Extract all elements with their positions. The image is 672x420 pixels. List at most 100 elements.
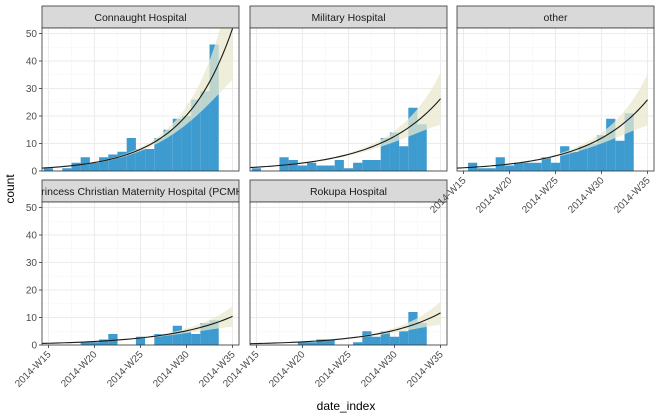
bar — [145, 149, 155, 171]
trend-line — [457, 99, 648, 169]
bar — [380, 331, 390, 345]
y-axes-layer: 0 10 20 30 40 50 0 10 20 30 40 50 — [26, 29, 42, 352]
bar — [389, 132, 400, 171]
bar — [297, 342, 308, 345]
bar — [172, 118, 182, 171]
bar — [325, 165, 335, 171]
bar — [89, 162, 100, 171]
bar — [307, 162, 317, 171]
trend-line — [42, 315, 233, 344]
y-axis: 0 10 20 30 40 50 — [26, 29, 42, 178]
bar — [477, 168, 487, 171]
bar — [43, 168, 54, 171]
bar — [172, 325, 182, 345]
bar — [353, 162, 363, 171]
bar — [587, 143, 597, 171]
facet-connaught-hospital: Connaught Hospital — [41, 5, 240, 172]
trend-line — [42, 28, 234, 169]
bar — [541, 157, 551, 171]
bar — [399, 331, 409, 345]
trend-line — [250, 312, 441, 345]
bar — [126, 138, 136, 171]
bar — [108, 334, 118, 345]
bar — [550, 162, 561, 171]
bar — [307, 342, 317, 345]
bar — [135, 149, 146, 171]
bar — [163, 334, 173, 345]
facet-princess-christian-maternity-hospital-pcmh: Princess Christian Maternity Hospital (P… — [34, 179, 246, 346]
y-tick-label: 30 — [26, 84, 38, 95]
bar — [417, 124, 427, 171]
y-tick-label: 50 — [26, 203, 38, 214]
y-tick-label: 30 — [26, 258, 38, 269]
bar — [297, 165, 308, 171]
y-axis-title: count — [3, 174, 17, 204]
bar — [71, 162, 81, 171]
bar — [578, 146, 588, 171]
facet-other: other — [456, 5, 655, 172]
bars — [80, 320, 219, 345]
trend-ribbon — [42, 28, 233, 169]
y-tick-label: 40 — [26, 231, 38, 242]
bar — [371, 160, 381, 171]
bar — [288, 160, 298, 171]
bar — [62, 168, 72, 171]
bars — [43, 44, 219, 171]
bar — [154, 334, 164, 345]
bar — [135, 336, 146, 345]
bar — [624, 113, 634, 171]
bar — [486, 168, 496, 171]
bar — [353, 342, 363, 345]
bar — [209, 320, 219, 345]
bar — [560, 146, 570, 171]
bar — [343, 168, 354, 171]
bar — [209, 44, 219, 171]
facet-title: Connaught Hospital — [94, 12, 186, 24]
bar — [163, 129, 173, 171]
bar — [89, 342, 100, 345]
bar — [316, 339, 326, 345]
bar — [181, 331, 192, 345]
y-tick-label: 50 — [26, 29, 38, 40]
panel-border — [249, 27, 448, 172]
y-tick-label: 40 — [26, 57, 38, 68]
y-tick-label: 20 — [26, 286, 38, 297]
bar — [417, 323, 427, 345]
bar — [362, 331, 372, 345]
bars — [251, 107, 427, 171]
bar — [389, 336, 400, 345]
facet-title: other — [544, 12, 568, 24]
facet-title: Military Hospital — [311, 12, 385, 24]
bar — [154, 138, 164, 171]
bar — [108, 154, 118, 171]
y-tick-label: 10 — [26, 139, 38, 150]
bar — [495, 157, 505, 171]
facet-title: Rokupa Hospital — [310, 186, 387, 198]
bar — [380, 138, 390, 171]
bar — [200, 91, 210, 171]
y-tick-label: 0 — [31, 341, 37, 352]
x-axis-title: date_index — [317, 399, 376, 413]
bar — [569, 151, 579, 171]
bar — [191, 99, 201, 171]
bar — [251, 168, 262, 171]
facets-layer: Connaught Hospital Military Hospital other… — [34, 5, 655, 346]
y-tick-label: 20 — [26, 112, 38, 123]
bar — [200, 323, 210, 345]
y-tick-label: 10 — [26, 313, 38, 324]
bar — [181, 116, 192, 171]
bar — [514, 162, 524, 171]
bar — [362, 160, 372, 171]
bar — [523, 162, 533, 171]
y-tick-label: 0 — [31, 167, 37, 178]
bar — [80, 342, 90, 345]
bar — [325, 339, 335, 345]
facet-rokupa-hospital: Rokupa Hospital — [249, 179, 448, 346]
y-axis: 0 10 20 30 40 50 — [26, 203, 42, 352]
bar — [532, 162, 542, 171]
bar — [371, 336, 381, 345]
facet-military-hospital: Military Hospital — [249, 5, 448, 172]
facet-title: Princess Christian Maternity Hospital (P… — [34, 186, 246, 198]
bar — [615, 140, 625, 171]
